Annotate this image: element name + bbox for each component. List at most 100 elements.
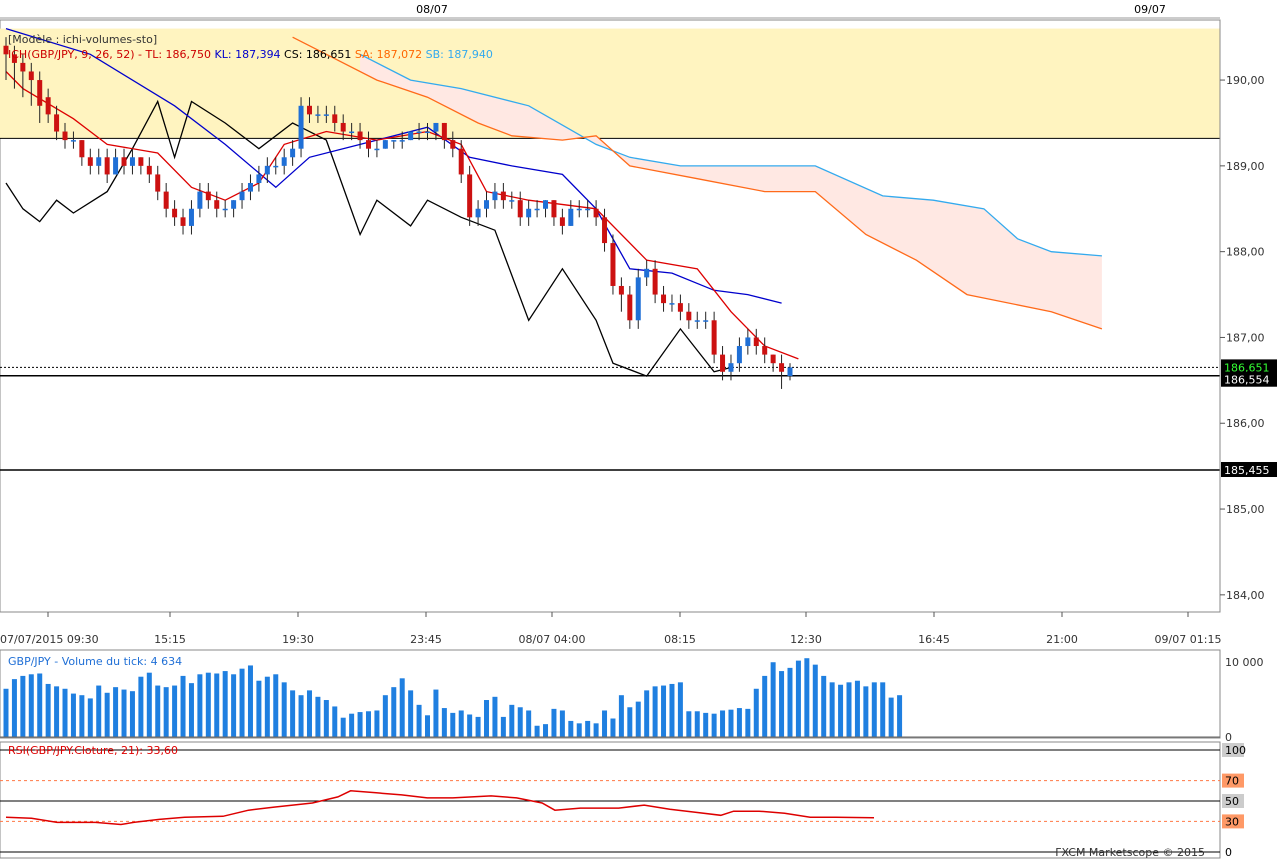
candle-body [298,105,304,149]
candle-body [551,200,557,218]
time-label: 19:30 [282,633,314,646]
candle-body [416,131,422,134]
candle-body [517,200,523,218]
legend-entry: CS: 186,651 [281,48,352,61]
volume-bar [433,689,439,737]
volume-bar [87,698,93,737]
indicator-legend: ICH(GBP/JPY, 9, 26, 52) - TL: 186,750 KL… [8,48,493,61]
time-label: 08:15 [664,633,696,646]
volume-bar [290,690,296,737]
top-date-label: 08/07 [416,3,448,16]
volume-bar [214,673,220,737]
candle-body [306,105,312,115]
candle-body [652,268,658,295]
volume-bar [188,683,194,737]
price-badge-label: 186,554 [1224,374,1270,387]
candle-body [11,54,17,63]
candle-body [205,191,211,201]
span-a-line [292,36,1103,330]
volume-bar [180,675,186,737]
volume-bar [686,711,692,737]
volume-bar [559,710,565,737]
volume-bar [745,708,751,737]
volume-bar [762,675,768,737]
price-tick-label: 186,00 [1226,417,1265,430]
volume-bar [441,708,447,737]
candle-body [121,157,127,166]
candle-body [214,200,220,209]
tenkan-line [5,71,799,360]
volume-bar [104,692,110,737]
candle-body [610,243,616,286]
volume-bar [711,713,717,737]
volume-bar [627,707,633,737]
volume-bar [315,696,321,737]
volume-bar [70,693,76,737]
volume-bar [298,695,304,737]
candle-body [180,217,186,226]
candle-body [736,346,742,364]
top-date-label: 09/07 [1134,3,1166,16]
volume-bar [812,664,818,737]
volume-bar [399,678,405,737]
candle-body [264,165,270,175]
volume-bar [163,687,169,737]
time-axis: 07/07/2015 09:30 15:15 19:30 23:45 08/07 04:… [0,611,1221,648]
volume-bar [239,668,245,737]
kijun-line [5,27,782,304]
volume-bar [829,682,835,737]
volume-bar [602,710,608,737]
volume-bar [264,676,270,737]
volume-bar [821,675,827,737]
top-date-bar: 08/07 09/07 [0,3,1220,28]
volume-bar [458,710,464,737]
volume-bar [863,686,869,737]
volume-bar [365,711,371,737]
price-tick-label: 187,00 [1226,331,1265,344]
candle-body [87,157,93,166]
volume-bar [197,674,203,737]
time-label: 08/07 04:00 [519,633,586,646]
candle-body [728,363,734,372]
candle-body [492,191,498,201]
legend-entry: KL: 187,394 [211,48,281,61]
candle-body [787,367,793,377]
candle-body [382,140,388,149]
candle-body [188,208,194,226]
time-label: 12:30 [790,633,822,646]
time-label: 21:00 [1046,633,1078,646]
volume-bar [492,696,498,737]
candle-body [104,157,110,175]
rsi-tick-label: 30 [1225,815,1239,828]
volume-bar [121,689,127,737]
candle-body [79,140,85,158]
volume-bar [770,662,776,737]
volume-bar [509,704,515,737]
volume-bar [728,709,734,737]
candle-body [399,140,405,142]
candle-body [644,268,650,278]
candle-body [543,200,549,209]
volume-bar [517,707,523,737]
volume-panel[interactable]: GBP/JPY - Volume du tick: 4 634 10 000 0 [0,649,1264,744]
candle-body [467,174,473,218]
volume-bar [644,690,650,737]
candle-body [45,97,51,115]
candle-body [602,217,608,244]
rsi-panel[interactable]: RSI(GBP/JPY.Cloture, 21): 33,60 100 70 50 3… [0,741,1246,859]
rsi-tick-badge [1222,743,1244,757]
candle-body [484,200,490,209]
candle-body [576,208,582,211]
volume-bar [576,723,582,737]
legend-entry: SB: 187,940 [422,48,493,61]
volume-bar [652,686,658,737]
footer-copyright: FXCM Marketscope © 2015 [1055,846,1205,859]
time-label: 16:45 [918,633,950,646]
candle-body [349,131,355,134]
volume-bar [205,672,211,737]
price-panel[interactable]: 184,00 185,00 186,00 187,00 188,00 189,00 190,… [0,19,1277,613]
volume-bar [256,680,262,737]
candle-body [222,208,228,211]
